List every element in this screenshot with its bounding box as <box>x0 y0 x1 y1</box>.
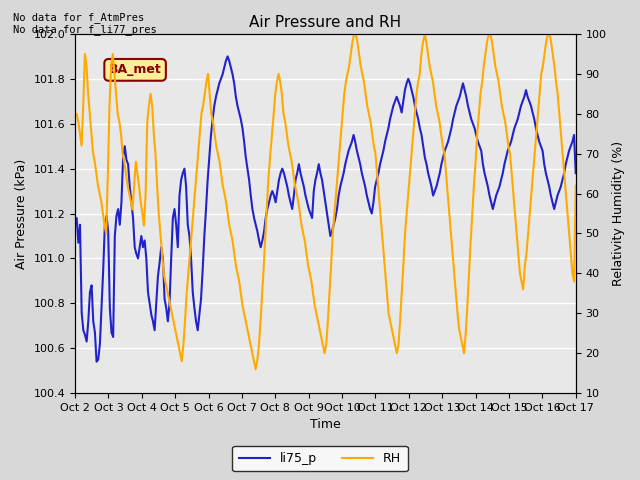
Text: No data for f_li77_pres: No data for f_li77_pres <box>13 24 157 35</box>
Text: No data for f_AtmPres: No data for f_AtmPres <box>13 12 144 23</box>
Y-axis label: Relativity Humidity (%): Relativity Humidity (%) <box>612 141 625 286</box>
Legend: li75_p, RH: li75_p, RH <box>232 446 408 471</box>
Title: Air Pressure and RH: Air Pressure and RH <box>250 15 401 30</box>
X-axis label: Time: Time <box>310 419 340 432</box>
Text: BA_met: BA_met <box>109 63 161 76</box>
Y-axis label: Air Pressure (kPa): Air Pressure (kPa) <box>15 158 28 269</box>
